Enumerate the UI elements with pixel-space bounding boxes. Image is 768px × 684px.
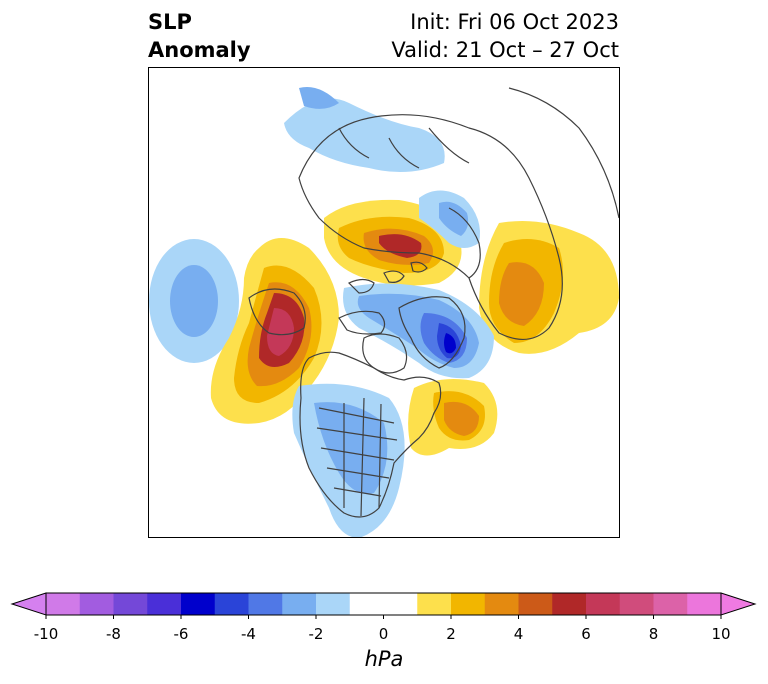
colorbar-over-arrow [720,592,757,616]
colorbar-bin [383,593,418,615]
colorbar-bin [79,593,114,615]
colorbar-ticks [45,615,722,619]
valid-range: Valid: 21 Oct – 27 Oct [391,38,619,62]
colorbar-tick-label: 0 [378,625,389,643]
colorbar-bin [653,593,688,615]
colorbar-bin [46,593,81,615]
colorbar-bin [484,593,519,615]
colorbar-bin [619,593,654,615]
colorbar-bin [518,593,553,615]
colorbar-tick-label: -6 [173,625,189,643]
colorbar-bin [248,593,283,615]
colorbar [10,592,757,619]
init-date: Init: Fri 06 Oct 2023 [410,10,619,34]
colorbar-bin [451,593,486,615]
colorbar-bins [46,593,722,615]
variable-subtitle: Anomaly [148,38,251,62]
colorbar-bin [147,593,182,615]
title-left: SLP Anomaly [148,8,251,64]
colorbar-bin [282,593,317,615]
colorbar-bin [417,593,452,615]
colorbar-tick-label: 2 [446,625,456,643]
colorbar-bin [181,593,216,615]
colorbar-bin [349,593,384,615]
slp-anomaly-map [149,87,619,537]
colorbar-bin [113,593,148,615]
colorbar-unit-label: hPa [364,647,404,671]
colorbar-tick-label: 10 [711,625,731,643]
title-right: Init: Fri 06 Oct 2023 Valid: 21 Oct – 27… [391,8,619,64]
colorbar-tick-label: -8 [106,625,121,643]
colorbar-tick-label: -10 [33,625,59,643]
colorbar-bin [687,593,722,615]
colorbar-tick-label: -2 [308,625,324,643]
anomaly-shading [149,87,619,537]
variable-title: SLP [148,10,192,34]
colorbar-bin [586,593,621,615]
map-panel [148,67,620,538]
colorbar-tick-label: 6 [581,625,591,643]
colorbar-bin [552,593,587,615]
colorbar-tick-label: -4 [241,625,256,643]
colorbar-bin [316,593,351,615]
colorbar-bin [214,593,249,615]
colorbar-tick-label: 8 [648,625,659,643]
coastline-borders [248,87,619,518]
colorbar-tick-label: 4 [513,625,524,643]
colorbar-under-arrow [10,592,47,616]
